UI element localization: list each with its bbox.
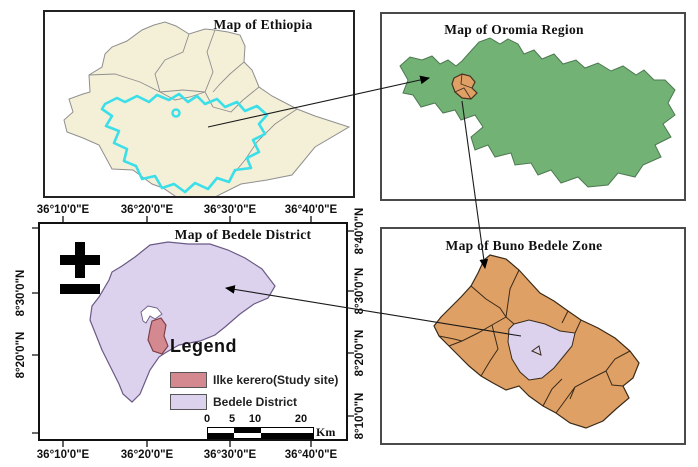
lat-label-right-1: 8°40'0"N xyxy=(354,207,366,255)
study-site-swatch xyxy=(170,372,207,388)
lon-label-top-4: 36°40'0"E xyxy=(284,204,338,216)
lat-label-left-2: 8°20'0"N xyxy=(15,331,27,379)
legend-label-study-site: Ilke kerero(Study site) xyxy=(213,373,339,387)
lon-label-top-3: 36°30'0"E xyxy=(203,204,257,216)
north-arrow-base-bar xyxy=(60,284,100,294)
scale-segment xyxy=(234,433,261,438)
north-arrow-cross-bar xyxy=(60,255,100,265)
scale-label-20: 20 xyxy=(294,413,308,425)
oromia-outline xyxy=(399,37,676,188)
bedele-district-swatch xyxy=(170,394,207,410)
bedele-district-inner-mark xyxy=(530,345,542,356)
buno-bedele-zone-highlight-borders xyxy=(454,73,473,100)
lon-label-bottom-1: 36°10'0"E xyxy=(36,449,90,461)
lon-label-bottom-2: 36°20'0"E xyxy=(120,449,174,461)
lon-label-top-2: 36°20'0"E xyxy=(120,204,174,216)
panel-oromia: Map of Oromia Region xyxy=(380,12,686,201)
scale-unit-label: Km xyxy=(316,425,336,439)
oromia-enclave-highlight xyxy=(171,108,181,118)
bedele-district-highlight xyxy=(507,319,576,381)
ethiopia-map xyxy=(63,21,351,196)
scale-label-10: 10 xyxy=(248,413,262,425)
lat-label-right-2: 8°30'0"N xyxy=(354,267,366,315)
oromia-boundary-highlight xyxy=(100,92,269,194)
lat-label-right-3: 8°20'0"N xyxy=(354,329,366,377)
scale-label-0: 0 xyxy=(203,413,211,425)
lon-label-top-1: 36°10'0"E xyxy=(36,204,90,216)
legend-item-bedele-district: Bedele District xyxy=(170,394,410,412)
legend-label-bedele-district: Bedele District xyxy=(213,395,298,409)
legend-title: Legend xyxy=(170,336,238,356)
lon-label-bottom-4: 36°40'0"E xyxy=(284,449,338,461)
buno-bedele-zone-highlight xyxy=(451,73,478,100)
lat-label-left-1: 8°30'0"N xyxy=(15,269,27,317)
panel-buno-bedele: Map of Buno Bedele Zone xyxy=(380,227,686,445)
ethiopia-outline xyxy=(63,21,351,196)
panel-bedele: Map of Bedele District Legend Ilke kerer… xyxy=(38,222,348,441)
scale-bar-bottom-row xyxy=(208,433,313,438)
panel-ethiopia: Map of Ethiopia xyxy=(43,10,355,198)
legend-item-study-site: Ilke kerero(Study site) xyxy=(170,372,410,390)
scale-segment xyxy=(208,433,235,438)
lon-label-bottom-3: 36°30'0"E xyxy=(203,449,257,461)
panel-title-buno-bedele: Map of Buno Bedele Zone xyxy=(445,238,603,253)
oromia-map xyxy=(399,37,676,188)
scale-label-5: 5 xyxy=(228,413,236,425)
scale-segment xyxy=(260,433,313,438)
panel-title-oromia: Map of Oromia Region xyxy=(444,22,584,37)
panel-title-ethiopia: Map of Ethiopia xyxy=(213,17,313,32)
buno-bedele-map xyxy=(433,254,640,429)
panel-title-bedele: Map of Bedele District xyxy=(174,227,312,242)
north-arrow-icon xyxy=(60,242,100,294)
scale-bar xyxy=(207,427,314,439)
